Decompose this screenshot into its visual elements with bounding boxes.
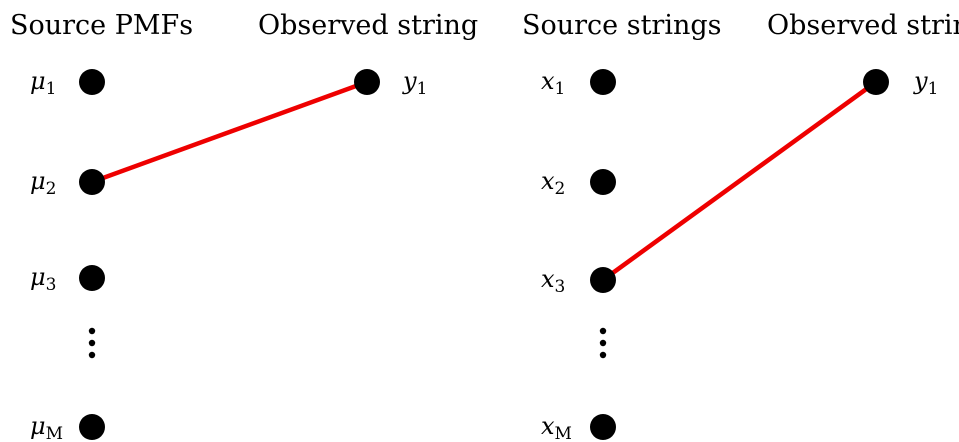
source-node-2 <box>79 169 105 195</box>
source-label-1-subscript: 1 <box>46 79 57 99</box>
source-label-3-subscript: 3 <box>555 277 566 297</box>
source-label-4-symbol: x <box>541 412 555 440</box>
source-label-2-subscript: 2 <box>46 179 57 199</box>
observed-label-subscript: 1 <box>928 79 939 99</box>
observed-label-symbol: y <box>402 67 417 95</box>
source-node-1 <box>590 69 616 95</box>
source-label-1-symbol: x <box>541 67 555 95</box>
source-label-1: μ1 <box>30 67 56 99</box>
source-node-4 <box>79 414 105 440</box>
source-label-3-symbol: μ <box>30 263 46 291</box>
source-label-4-symbol: μ <box>30 412 46 440</box>
observed-heading: Observed string <box>767 10 959 41</box>
observed-label-subscript: 1 <box>417 79 428 99</box>
source-label-2-symbol: x <box>541 167 555 195</box>
source-label-1: x1 <box>541 67 565 99</box>
source-heading: Source PMFs <box>10 10 193 41</box>
vertical-ellipsis-icon <box>88 327 96 359</box>
connection-edge <box>89 79 370 185</box>
observed-heading: Observed string <box>258 10 478 41</box>
source-node-2 <box>590 169 616 195</box>
source-label-2: x2 <box>541 167 565 199</box>
source-label-3-symbol: x <box>541 265 555 293</box>
source-label-1-subscript: 1 <box>555 79 566 99</box>
source-node-4 <box>590 414 616 440</box>
observed-node <box>354 69 380 95</box>
source-label-3: x3 <box>541 265 565 297</box>
source-label-1-symbol: μ <box>30 67 46 95</box>
vertical-ellipsis-icon <box>599 327 607 359</box>
observed-node <box>863 69 889 95</box>
source-label-4-subscript: M <box>46 424 63 442</box>
connection-edge <box>600 79 879 283</box>
source-node-3 <box>590 267 616 293</box>
observed-label: y1 <box>402 67 427 99</box>
source-label-4: xM <box>541 412 572 442</box>
observed-label: y1 <box>913 67 938 99</box>
source-label-2: μ2 <box>30 167 56 199</box>
source-label-4: μM <box>30 412 63 442</box>
source-label-4-subscript: M <box>555 424 572 442</box>
source-label-2-symbol: μ <box>30 167 46 195</box>
source-heading: Source strings <box>522 10 722 41</box>
source-label-3: μ3 <box>30 263 56 295</box>
source-node-1 <box>79 69 105 95</box>
source-node-3 <box>79 265 105 291</box>
source-label-2-subscript: 2 <box>555 179 566 199</box>
observed-label-symbol: y <box>913 67 928 95</box>
source-label-3-subscript: 3 <box>46 275 57 295</box>
